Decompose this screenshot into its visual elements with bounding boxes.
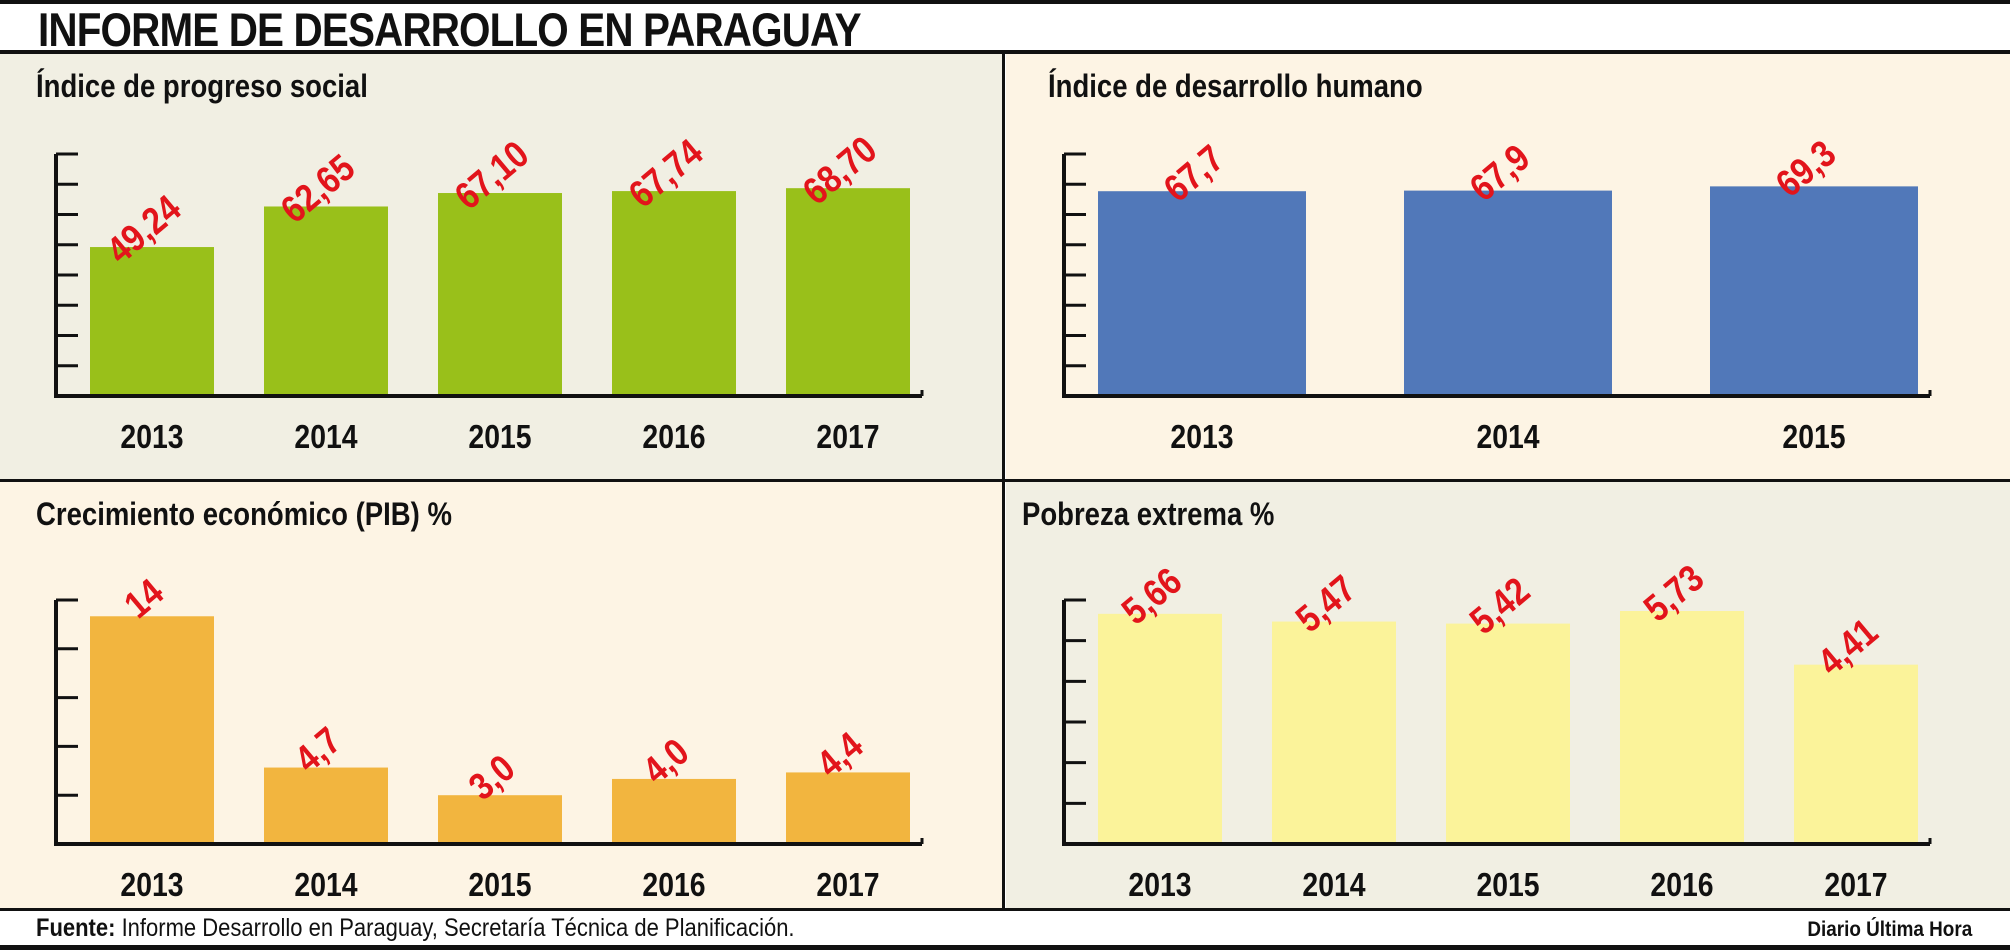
bar bbox=[90, 247, 214, 396]
bar bbox=[438, 795, 562, 844]
bar bbox=[1710, 186, 1918, 396]
chart-title: Índice de desarrollo humano bbox=[1048, 68, 1423, 104]
source-label: Fuente: bbox=[36, 914, 116, 942]
bar bbox=[786, 188, 910, 396]
chart-panel-economic-growth: Crecimiento económico (PIB) % 2013 2014 20… bbox=[0, 482, 1004, 908]
title-rule bbox=[0, 50, 2010, 54]
category-label: 2014 bbox=[1302, 866, 1365, 904]
category-label: 2017 bbox=[816, 866, 879, 904]
category-label: 2013 bbox=[1170, 418, 1233, 456]
category-label: 2015 bbox=[1782, 418, 1845, 456]
top-rule bbox=[0, 0, 2010, 4]
bar bbox=[1620, 610, 1744, 844]
bar bbox=[1272, 621, 1396, 844]
category-label: 2017 bbox=[816, 418, 879, 456]
category-label: 2014 bbox=[294, 866, 357, 904]
source-text: Informe Desarrollo en Paraguay, Secretar… bbox=[121, 914, 795, 942]
chart-panel-human-development: Índice de desarrollo humano 2013 2014 2015… bbox=[1006, 54, 2010, 479]
brand-credit: Diario Última Hora bbox=[1807, 918, 1972, 941]
bottom-rule bbox=[0, 908, 2010, 911]
category-label: 2016 bbox=[642, 866, 705, 904]
chart-title: Crecimiento económico (PIB) % bbox=[36, 496, 452, 532]
source-note: Fuente: Informe Desarrollo en Paraguay, … bbox=[36, 914, 795, 943]
category-label: 2013 bbox=[120, 418, 183, 456]
chart-title: Índice de progreso social bbox=[36, 68, 368, 104]
bar bbox=[1794, 664, 1918, 844]
page-title: INFORME DE DESARROLLO EN PARAGUAY bbox=[38, 3, 862, 56]
chart-title: Pobreza extrema % bbox=[1022, 496, 1275, 532]
middle-rule bbox=[0, 479, 2010, 482]
category-label: 2015 bbox=[468, 866, 531, 904]
bar bbox=[612, 778, 736, 844]
bar bbox=[438, 193, 562, 396]
bar bbox=[1098, 191, 1306, 396]
bar bbox=[264, 206, 388, 396]
category-label: 2015 bbox=[1476, 866, 1539, 904]
category-label: 2013 bbox=[1128, 866, 1191, 904]
bar bbox=[786, 772, 910, 844]
footer-bottom-rule bbox=[0, 945, 2010, 950]
bar bbox=[612, 191, 736, 396]
bar bbox=[1446, 623, 1570, 844]
category-label: 2016 bbox=[1650, 866, 1713, 904]
category-label: 2014 bbox=[294, 418, 357, 456]
category-label: 2013 bbox=[120, 866, 183, 904]
bar bbox=[1404, 190, 1612, 396]
category-label: 2015 bbox=[468, 418, 531, 456]
chart-panel-extreme-poverty: Pobreza extrema % 2013 2014 2015 2016 2017 5,… bbox=[1006, 482, 2010, 908]
chart-panel-social-progress: Índice de progreso social 2013 2014 2015 20… bbox=[0, 54, 1004, 479]
bar bbox=[90, 616, 214, 844]
bar bbox=[1098, 613, 1222, 844]
bar bbox=[264, 767, 388, 844]
category-label: 2017 bbox=[1824, 866, 1887, 904]
category-label: 2016 bbox=[642, 418, 705, 456]
category-label: 2014 bbox=[1476, 418, 1539, 456]
